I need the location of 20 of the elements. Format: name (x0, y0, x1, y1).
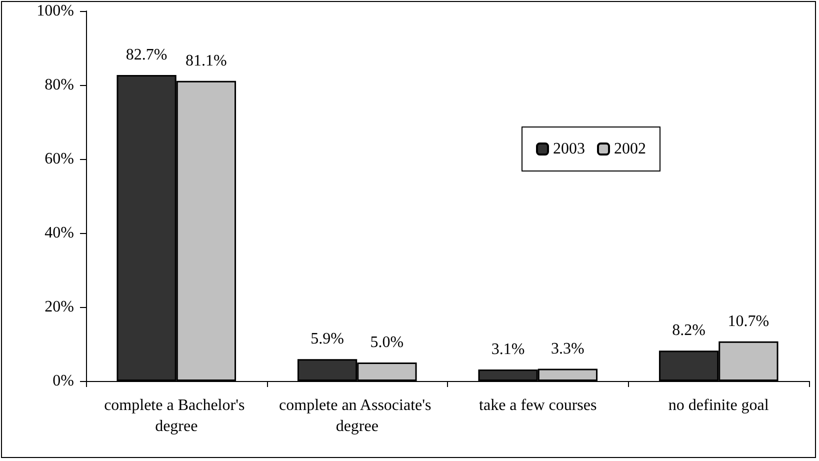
y-tick-label: 20% (44, 298, 74, 316)
y-tick-label: 60% (44, 150, 74, 168)
data-label: 5.0% (370, 334, 404, 351)
data-label: 3.1% (491, 341, 525, 358)
data-label: 3.3% (551, 340, 584, 358)
y-tick-label: 0% (52, 372, 74, 390)
data-label: 5.9% (310, 330, 344, 348)
data-label: 10.7% (728, 312, 770, 330)
y-tick-label: 40% (44, 224, 74, 242)
legend-label: 2002 (614, 140, 646, 158)
x-tick-label: complete a Bachelor's degree (104, 397, 249, 435)
x-tick-label: take a few courses (479, 397, 597, 414)
y-tick-label: 100% (36, 2, 74, 20)
x-tick-label: no definite goal (668, 397, 770, 414)
legend-label: 2003 (553, 140, 585, 158)
data-label: 82.7% (126, 46, 168, 64)
x-tick-label: complete an Associate's degree (279, 397, 436, 435)
data-label: 81.1% (186, 52, 227, 70)
data-label: 8.2% (672, 322, 706, 340)
y-tick-label: 80% (44, 76, 74, 94)
